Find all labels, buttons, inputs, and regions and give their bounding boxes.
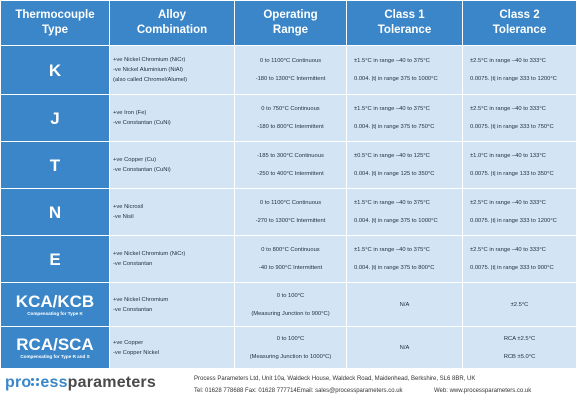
table-row: E +ve Nickel Chromium (NiCr) -ve Constant… — [0, 235, 576, 283]
class1-cell: ±1.5°C in range –40 to 375°C 0.004. |t| i… — [346, 235, 463, 283]
type-cell: T — [0, 141, 110, 189]
class1-cell: ±1.5°C in range –40 to 375°C 0.004. |t| i… — [346, 45, 463, 95]
type-cell: E — [0, 235, 110, 283]
alloy-cell: +ve Copper -ve Copper Nickel — [109, 326, 235, 369]
range-cell: 0 to 800°C Continuous -40 to 900°C Interm… — [234, 235, 347, 283]
class1-cell: N/A — [346, 326, 463, 369]
class2-cell: ±2.5°C in range –40 to 333°C 0.0075. |t| … — [462, 235, 576, 283]
class2-cell: ±2.5°C in range –40 to 333°C 0.0075. |t| … — [462, 188, 576, 236]
footer-contact: Tel: 01628 778688 Fax: 01628 777714Email… — [194, 388, 403, 394]
footer: pro essparameters Process Parameters Ltd,… — [0, 368, 576, 400]
table-row: J +ve Iron (Fe) -ve Constantan (CuNi) 0 t… — [0, 94, 576, 142]
type-name: N — [48, 202, 62, 222]
type-cell: RCA/SCA Compensating for Type R and S — [0, 326, 110, 369]
type-cell: J — [0, 94, 110, 142]
class2-cell: ±2.5°C in range –40 to 333°C 0.0075. |t| … — [462, 45, 576, 95]
class1-cell: ±1.5°C in range –40 to 375°C 0.004. |t| i… — [346, 94, 463, 142]
type-cell: K — [0, 45, 110, 95]
footer-web: Web: www.processparameters.co.uk — [434, 388, 532, 394]
type-cell: N — [0, 188, 110, 236]
alloy-cell: +ve Nickel Chromium -ve Constantan — [109, 282, 235, 327]
header-class2: Class 2 Tolerance — [462, 0, 576, 46]
logo-dots-icon — [31, 378, 40, 387]
class1-cell: N/A — [346, 282, 463, 327]
type-name: T — [49, 155, 61, 175]
alloy-cell: +ve Nickel Chromium (NiCr) -ve Constantan — [109, 235, 235, 283]
range-cell: 0 to 1100°C Continuous -180 to 1300°C Int… — [234, 45, 347, 95]
range-cell: 0 to 100°C (Measuring Junction to 900°C) — [234, 282, 347, 327]
class1-cell: ±1.5°C in range –40 to 375°C 0.004. |t| i… — [346, 188, 463, 236]
alloy-cell: +ve Nickel Chromium (NiCr) -ve Nickel Alu… — [109, 45, 235, 95]
class2-cell: ±2.5°C in range –40 to 333°C 0.0075. |t| … — [462, 94, 576, 142]
type-name: E — [49, 249, 61, 269]
type-cell: KCA/KCB Compensating for Type K — [0, 282, 110, 327]
table-row: N +ve Nicrosil -ve Nisil 0 to 1100°C Cont… — [0, 188, 576, 236]
table-row: K +ve Nickel Chromium (NiCr) -ve Nickel A… — [0, 45, 576, 95]
type-name: KCA/KCB — [15, 292, 95, 311]
header-row: Thermocouple Type Alloy Combination Operat… — [0, 0, 576, 46]
table-row: RCA/SCA Compensating for Type R and S +v… — [0, 326, 576, 369]
table-row: T +ve Copper (Cu) -ve Constantan (CuNi) -… — [0, 141, 576, 189]
range-cell: 0 to 1100°C Continuous -270 to 1300°C Int… — [234, 188, 347, 236]
company-logo: pro essparameters — [5, 374, 156, 391]
range-cell: 0 to 750°C Continuous -180 to 800°C Inter… — [234, 94, 347, 142]
class1-cell: ±0.5°C in range –40 to 125°C 0.004. |t| i… — [346, 141, 463, 189]
class2-cell: RCA ±2.5°C RCB ±5.0°C — [462, 326, 576, 369]
header-type: Thermocouple Type — [0, 0, 110, 46]
header-class1: Class 1 Tolerance — [346, 0, 463, 46]
alloy-cell: +ve Copper (Cu) -ve Constantan (CuNi) — [109, 141, 235, 189]
thermocouple-table: Thermocouple Type Alloy Combination Operat… — [0, 0, 576, 369]
type-name: RCA/SCA — [16, 335, 94, 354]
footer-address: Process Parameters Ltd, Unit 10a, Waldec… — [194, 376, 476, 382]
class2-cell: ±1.0°C in range –40 to 133°C 0.0075. |t| … — [462, 141, 576, 189]
type-subtitle: Compensating for Type R and S — [20, 354, 90, 359]
class2-cell: ±2.5°C — [462, 282, 576, 327]
range-cell: 0 to 100°C (Measuring Junction to 1000°C) — [234, 326, 347, 369]
type-subtitle: Compensating for Type K — [27, 311, 83, 316]
header-alloy: Alloy Combination — [109, 0, 235, 46]
alloy-cell: +ve Nicrosil -ve Nisil — [109, 188, 235, 236]
range-cell: -185 to 300°C Continuous -250 to 400°C In… — [234, 141, 347, 189]
table-row: KCA/KCB Compensating for Type K +ve Nick… — [0, 282, 576, 327]
header-range: Operating Range — [234, 0, 347, 46]
type-name: K — [48, 60, 62, 80]
alloy-cell: +ve Iron (Fe) -ve Constantan (CuNi) — [109, 94, 235, 142]
type-name: J — [50, 108, 60, 128]
